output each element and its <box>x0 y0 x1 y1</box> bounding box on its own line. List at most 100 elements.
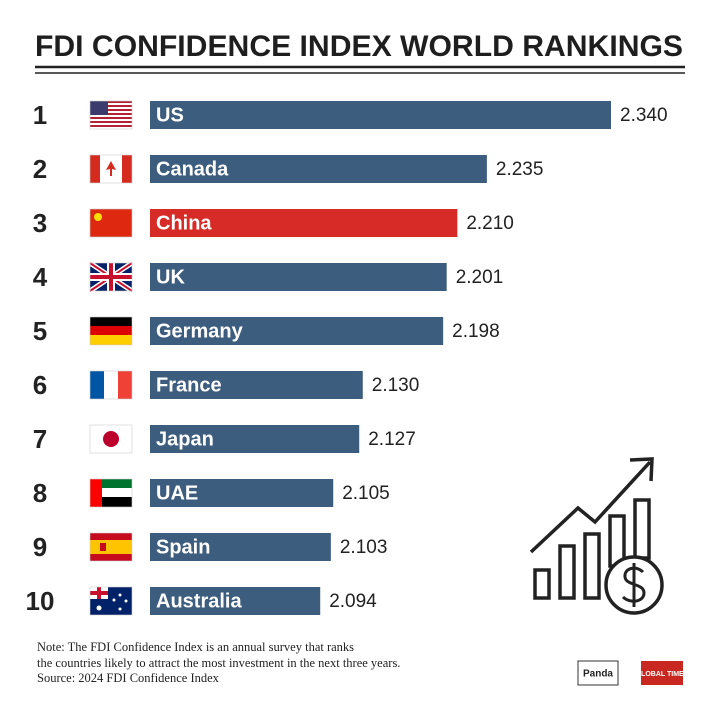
flag-border <box>89 316 133 346</box>
flag-part <box>90 497 132 507</box>
flag-part <box>90 105 132 107</box>
growth-icon <box>529 457 664 615</box>
flag-part <box>90 335 132 345</box>
logo: Panda <box>583 669 613 680</box>
flag-part <box>90 109 132 111</box>
rank-label: 7 <box>33 424 47 454</box>
flag-part <box>103 431 119 447</box>
flag-part <box>100 543 106 551</box>
flag-part <box>118 607 122 611</box>
rank-label: 4 <box>33 262 48 292</box>
flag-part <box>90 209 132 237</box>
flag-border <box>89 424 133 454</box>
flag-part <box>104 371 118 399</box>
flag <box>89 586 133 616</box>
category-label: Japan <box>156 428 214 450</box>
category-label: UAE <box>156 482 198 504</box>
value-label: 2.130 <box>372 375 420 396</box>
flag <box>89 154 133 184</box>
rank-label: 6 <box>33 370 47 400</box>
flag-border <box>89 208 133 238</box>
bar <box>150 101 611 129</box>
flag-part <box>112 598 116 602</box>
rank-label: 2 <box>33 154 47 184</box>
flag-part <box>90 591 108 595</box>
flag-part <box>90 125 132 127</box>
rank-label: 10 <box>26 586 55 616</box>
flag-part <box>90 121 132 123</box>
bar <box>150 479 334 507</box>
flag-part <box>90 326 132 336</box>
flag-part <box>90 155 100 183</box>
bar <box>150 209 458 237</box>
flag-border <box>89 370 133 400</box>
flag-part <box>90 275 132 279</box>
flag-border <box>89 478 133 508</box>
flag-border <box>89 100 133 130</box>
value-label: 2.235 <box>496 159 544 180</box>
bar <box>150 155 487 183</box>
rank-label: 8 <box>33 478 47 508</box>
source: Source: 2024 FDI Confidence Index <box>37 671 220 685</box>
flag-part <box>122 155 132 183</box>
flag-part <box>90 371 104 399</box>
category-label: China <box>156 212 212 234</box>
flag-part <box>90 101 132 103</box>
bar <box>150 425 360 453</box>
category-label: UK <box>156 266 185 288</box>
value-label: 2.340 <box>620 105 668 126</box>
category-label: US <box>156 104 184 126</box>
category-label: Spain <box>156 536 210 558</box>
flag-border <box>89 586 133 616</box>
flag <box>89 370 133 400</box>
flag-part <box>90 479 102 507</box>
flag-part <box>90 479 132 489</box>
flag-part <box>94 213 102 221</box>
flag-part <box>106 161 116 176</box>
logo: GLOBAL TIMES <box>636 671 689 678</box>
value-label: 2.105 <box>342 483 390 504</box>
value-label: 2.103 <box>340 537 388 558</box>
bar <box>150 371 363 399</box>
logo-box <box>577 660 619 686</box>
flag-part <box>90 540 132 554</box>
value-label: 2.127 <box>368 429 416 450</box>
bar <box>150 587 321 615</box>
flag-border <box>89 532 133 562</box>
note: the countries likely to attract the most… <box>37 656 400 670</box>
rank-label: 3 <box>33 208 47 238</box>
note: Note: The FDI Confidence Index is an ann… <box>37 640 354 654</box>
category-label: France <box>156 374 222 396</box>
chart-title: FDI CONFIDENCE INDEX WORLD RANKINGS <box>35 30 683 63</box>
flag <box>89 424 133 454</box>
category-label: Canada <box>156 158 229 180</box>
category-label: Germany <box>156 320 244 342</box>
flag <box>89 100 133 130</box>
flag-part <box>118 593 122 597</box>
flag <box>89 478 133 508</box>
flag <box>88 260 134 294</box>
flag-part <box>90 488 132 498</box>
flag-part <box>90 101 108 115</box>
flag-part <box>90 317 132 327</box>
bar <box>150 263 447 291</box>
category-label: Australia <box>156 590 242 612</box>
value-label: 2.198 <box>452 321 500 342</box>
flag-part <box>124 599 128 603</box>
flag-part <box>96 605 102 611</box>
flag-part <box>118 371 132 399</box>
flag-border <box>89 154 133 184</box>
bar <box>150 317 444 345</box>
flag-border <box>89 262 133 292</box>
rank-label: 1 <box>33 100 47 130</box>
flag <box>89 316 133 346</box>
flag <box>89 532 133 562</box>
flag-part <box>90 113 132 115</box>
value-label: 2.094 <box>329 591 377 612</box>
rank-label: 9 <box>33 532 47 562</box>
value-label: 2.210 <box>466 213 514 234</box>
flag <box>89 208 133 238</box>
bar <box>150 533 331 561</box>
flag-part <box>90 117 132 119</box>
